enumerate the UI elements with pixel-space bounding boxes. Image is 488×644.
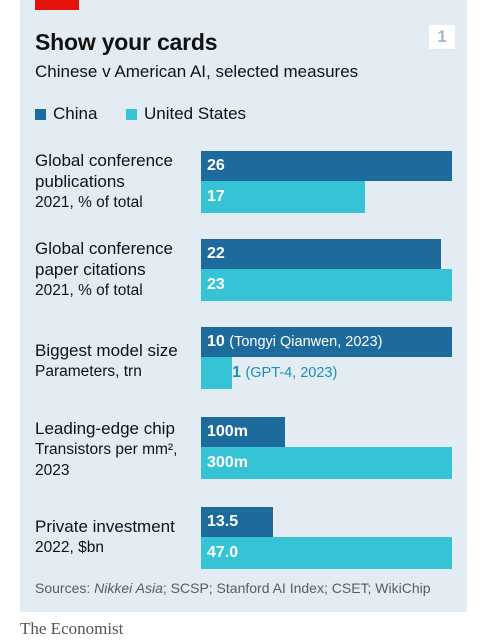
bar-us-1: 17 — [201, 181, 366, 213]
bar-value-label: 47.0 — [207, 544, 239, 561]
bar-value-label: 17 — [207, 188, 225, 205]
group-label-3: Biggest model size Parameters, trn — [35, 340, 195, 382]
brand-logo-text: The Economist — [20, 619, 124, 638]
bar-us-4: 300m — [201, 447, 452, 479]
group-label-2: Global conference paper citations 2021, %… — [35, 238, 195, 301]
group-title: Private investment — [35, 517, 175, 536]
bar-value-label: 300m — [207, 454, 248, 471]
source-note: Sources: Nikkei Asia; SCSP; Stanford AI … — [35, 580, 431, 596]
group-title: Global conference paper citations — [35, 239, 173, 279]
bar-us-2: 23 — [201, 269, 452, 301]
group-title: Leading-edge chip — [35, 419, 175, 438]
bar-china-3: 10 (Tongyi Qianwen, 2023) — [201, 327, 452, 357]
bar-note-label: (GPT-4, 2023) — [245, 365, 338, 381]
legend-label-china: China — [53, 104, 98, 123]
group-label-4: Leading-edge chip Transistors per mm², 20… — [35, 418, 195, 481]
group-label-5: Private investment 2022, $bn — [35, 516, 195, 558]
bar-us-5: 47.0 — [201, 537, 452, 569]
bar-value-label: 23 — [207, 276, 225, 293]
group-sublabel: Transistors per mm², 2023 — [35, 441, 178, 479]
group-label-1: Global conference publications 2021, % of… — [35, 150, 195, 213]
source-prefix: Sources: — [35, 580, 95, 596]
group-sublabel: 2022, $bn — [35, 539, 104, 556]
bar-note-label: (Tongyi Qianwen, 2023) — [229, 334, 383, 350]
bar-value-label: 13.5 — [207, 513, 239, 530]
group-sublabel: 2021, % of total — [35, 282, 143, 299]
legend-swatch-china — [35, 109, 46, 120]
chart-title: Show your cards — [35, 29, 218, 55]
group-sublabel: 2021, % of total — [35, 194, 143, 211]
group-title: Biggest model size — [35, 341, 178, 360]
bar-value-label: 22 — [207, 245, 225, 262]
source-italic: Nikkei Asia — [94, 580, 163, 596]
bar-value-label: 1 — [232, 364, 241, 381]
bar-china-2: 22 — [201, 239, 442, 269]
source-rest: ; SCSP; Stanford AI Index; CSET; WikiChi… — [162, 580, 431, 596]
bar-china-5: 13.5 — [201, 507, 274, 537]
legend-label-us: United States — [144, 104, 247, 123]
legend-swatch-us — [126, 109, 137, 120]
bar-china-4: 100m — [201, 417, 285, 447]
bar-us-3: 1 (GPT-4, 2023) — [201, 357, 337, 389]
bar-value-label: 26 — [207, 157, 225, 174]
chart-number-badge: 1 — [429, 25, 455, 49]
group-title: Global conference publications — [35, 151, 173, 191]
bar-china-1: 26 — [201, 151, 452, 181]
red-tag-mark — [35, 0, 79, 10]
group-sublabel: Parameters, trn — [35, 363, 142, 380]
bar-value-label: 10 — [207, 333, 225, 350]
bar-value-label: 100m — [207, 423, 248, 440]
chart-subtitle: Chinese v American AI, selected measures — [35, 62, 359, 81]
